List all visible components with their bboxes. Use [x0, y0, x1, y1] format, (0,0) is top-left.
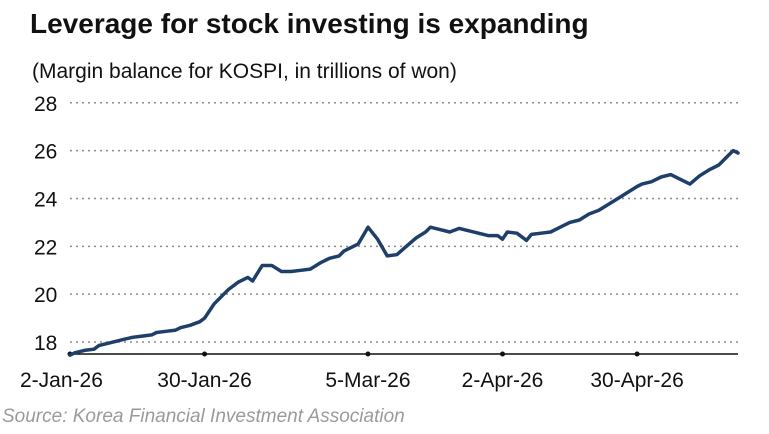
x-tick-mark [500, 351, 506, 357]
y-tick-label: 24 [34, 188, 58, 211]
x-tick-label: 5-Mar-26 [325, 369, 410, 392]
x-tick-mark [202, 351, 208, 357]
source-note: Source: Korea Financial Investment Assoc… [2, 406, 405, 427]
x-tick-mark [365, 351, 371, 357]
y-tick-label: 26 [34, 141, 57, 164]
x-tick-mark [634, 351, 640, 357]
y-tick-label: 20 [34, 284, 57, 307]
x-tick-label: 30-Jan-26 [157, 369, 252, 392]
series-line [68, 148, 740, 357]
chart-subtitle: (Margin balance for KOSPI, in trillions … [32, 60, 457, 83]
x-tick-label: 2-Jan-26 [20, 369, 103, 392]
chart-title: Leverage for stock investing is expandin… [30, 8, 589, 39]
x-tick-label: 30-Apr-26 [590, 369, 683, 392]
y-tick-label: 28 [34, 93, 57, 116]
y-tick-label: 22 [34, 236, 57, 259]
x-tick-label: 2-Apr-26 [462, 369, 544, 392]
y-tick-label: 18 [34, 332, 57, 355]
